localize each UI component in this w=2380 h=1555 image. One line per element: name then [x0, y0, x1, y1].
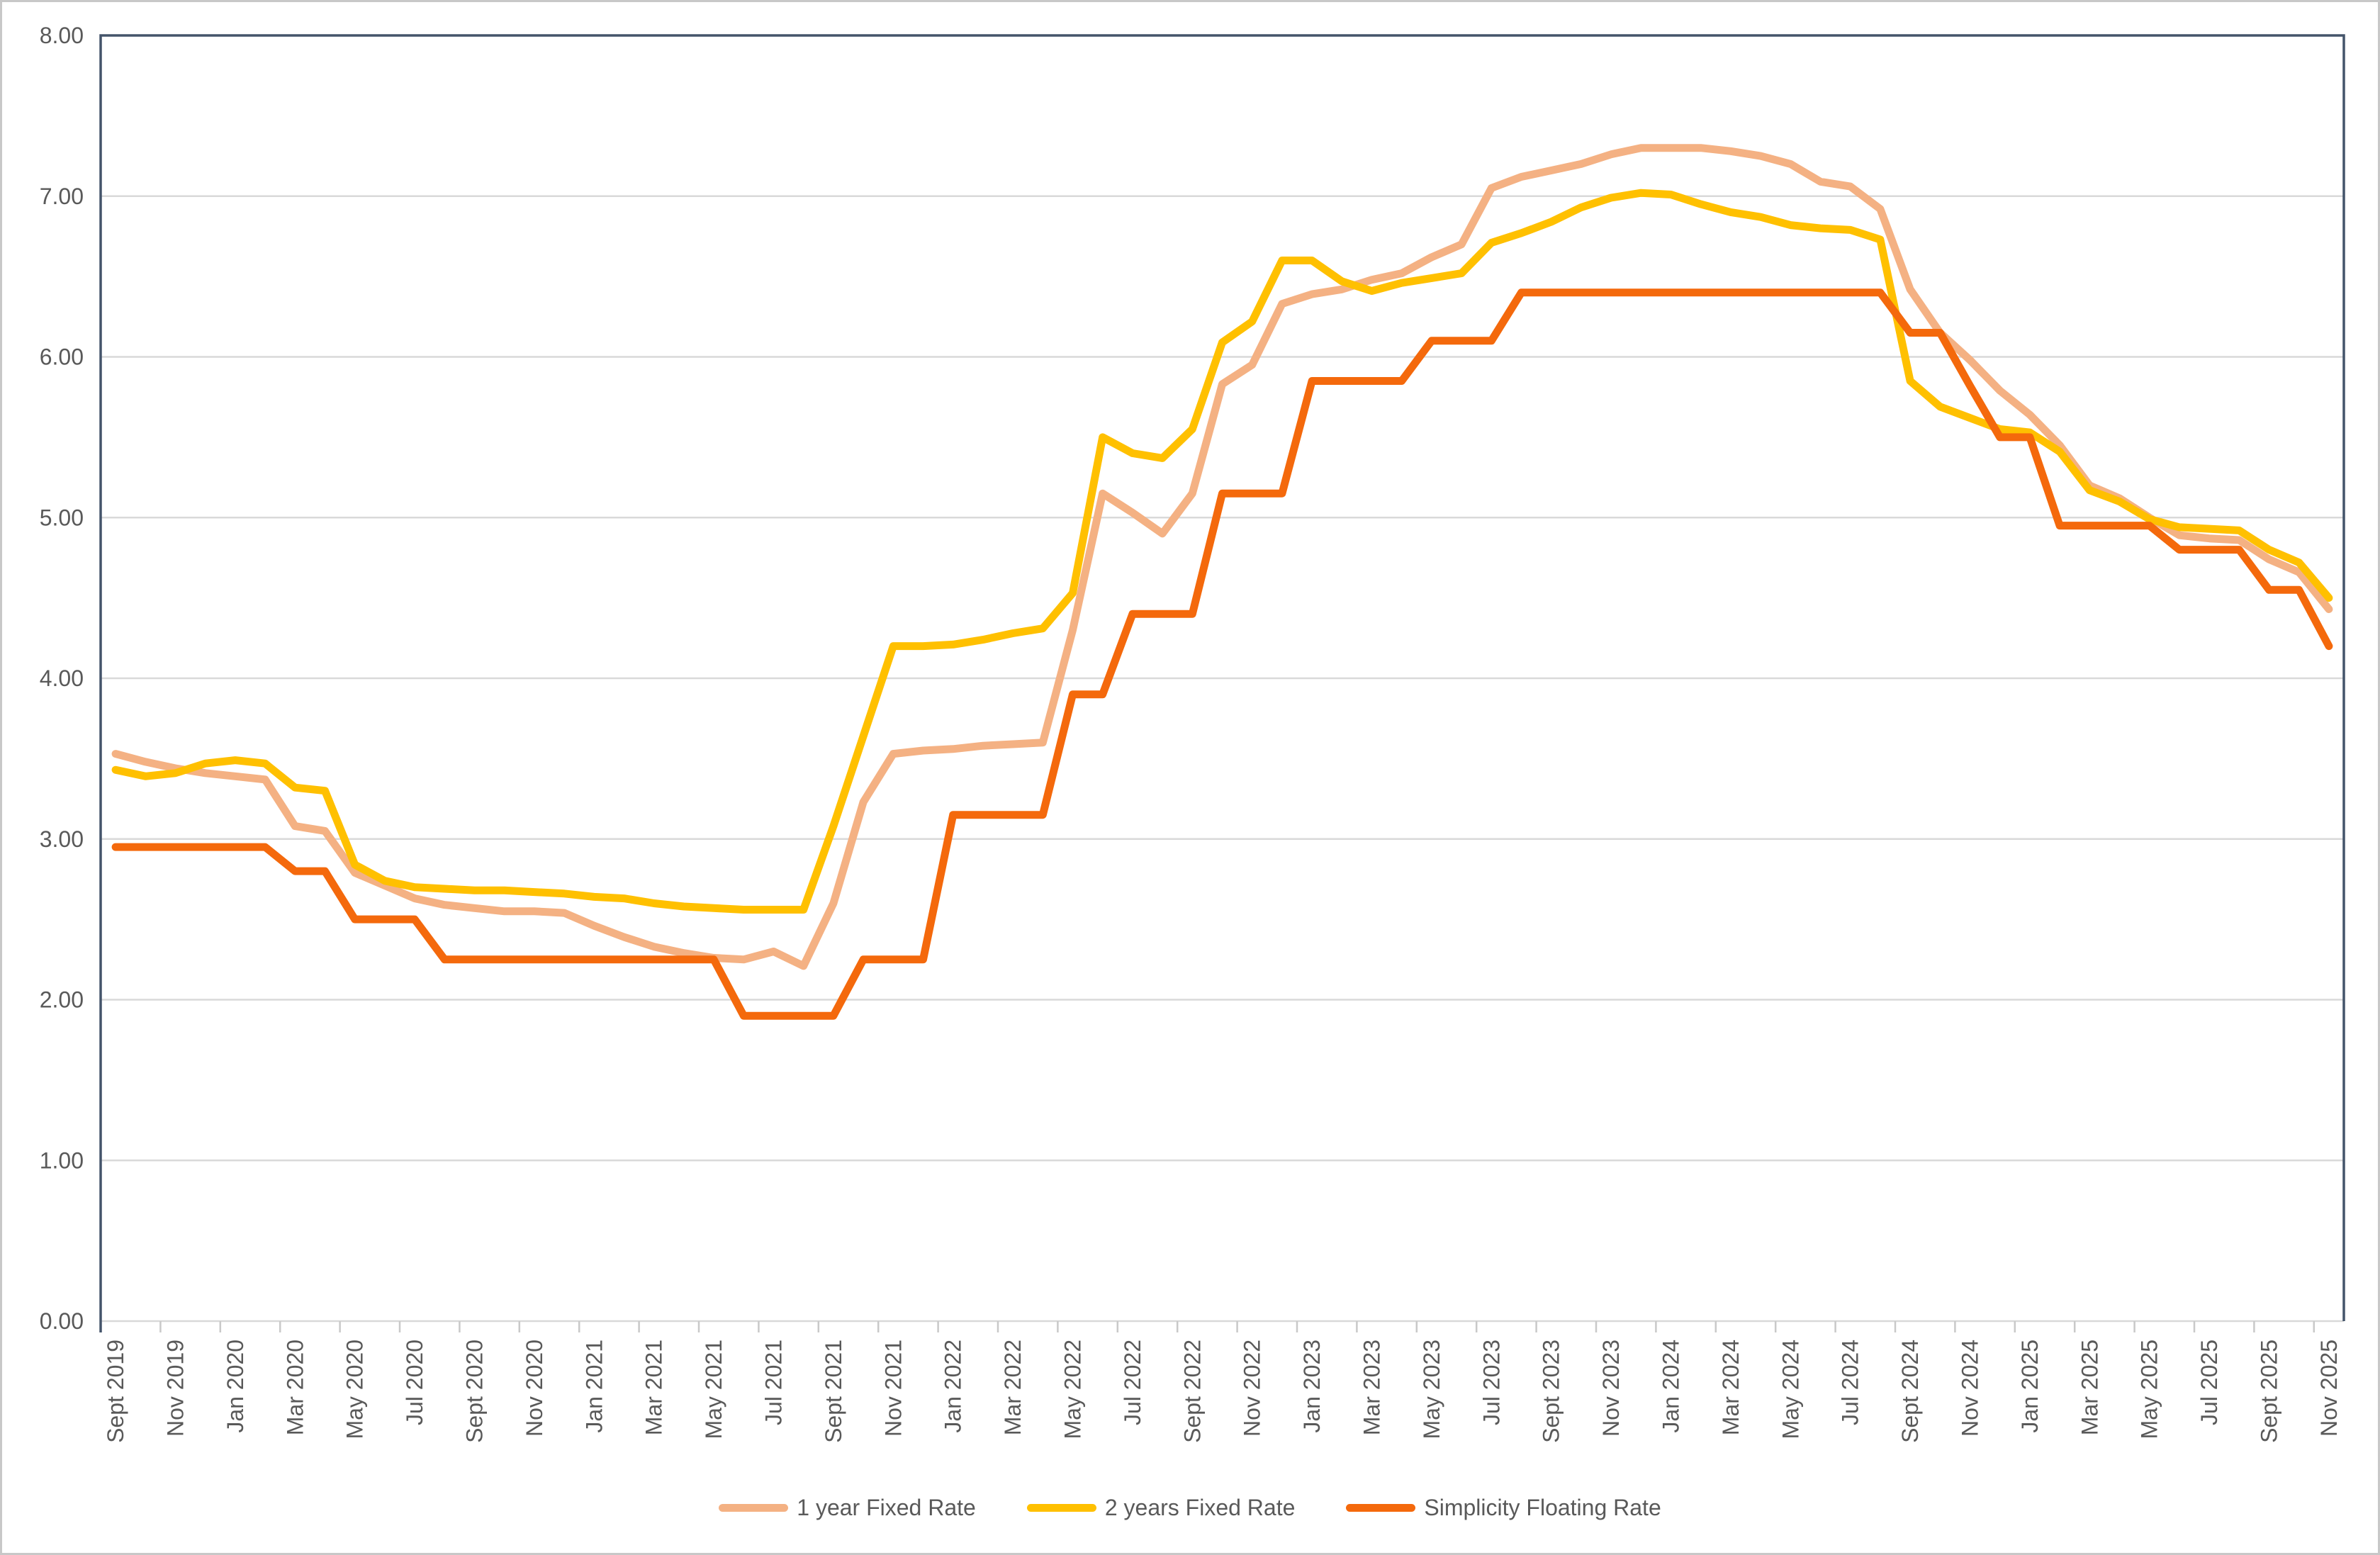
x-axis-label: Nov 2020: [522, 1340, 547, 1437]
x-axis-label: Nov 2023: [1598, 1340, 1624, 1437]
x-axis-label: Jul 2020: [402, 1340, 427, 1425]
plot-border: [99, 34, 2345, 1321]
x-axis-label: Mar 2021: [641, 1340, 667, 1435]
x-axis-label: May 2024: [1778, 1340, 1803, 1439]
x-axis-label: Jul 2025: [2196, 1340, 2222, 1425]
series-line-simplicity-floating-rate: [111, 288, 2333, 1020]
series-line-1-year-fixed-rate: [111, 144, 2333, 970]
legend-label-simplicity-floating-rate: Simplicity Floating Rate: [1424, 1494, 1661, 1520]
x-axis-label: Sept 2023: [1539, 1340, 1564, 1443]
x-axis-label: Jul 2022: [1120, 1340, 1145, 1425]
legend-swatch-1-year-fixed-rate-icon: [719, 1503, 789, 1512]
x-axis-label: May 2020: [342, 1340, 368, 1439]
y-axis-label: 6.00: [40, 344, 84, 370]
x-axis-label: Nov 2024: [1958, 1340, 1983, 1437]
x-axis-label: Sept 2022: [1179, 1340, 1205, 1443]
x-axis-label: Sept 2025: [2257, 1340, 2282, 1443]
x-axis-label: May 2025: [2137, 1340, 2162, 1439]
x-axis-label: Mar 2025: [2077, 1340, 2102, 1435]
x-axis-label: Jan 2024: [1658, 1340, 1684, 1433]
x-axis-label: Sept 2024: [1897, 1340, 1923, 1443]
x-axis-label: Jan 2025: [2017, 1340, 2043, 1433]
x-axis-label: Mar 2023: [1359, 1340, 1385, 1435]
x-axis-label: Jan 2020: [223, 1340, 248, 1433]
legend-item-simplicity-floating-rate: Simplicity Floating Rate: [1346, 1495, 1661, 1521]
x-axis-label: Jan 2023: [1299, 1340, 1325, 1433]
x-axis-label: Nov 2025: [2316, 1340, 2342, 1437]
x-axis-label: Nov 2019: [163, 1340, 189, 1437]
y-axis-label: 3.00: [40, 826, 84, 852]
legend-label-2-years-fixed-rate: 2 years Fixed Rate: [1104, 1494, 1296, 1520]
x-axis-label: Sept 2019: [103, 1340, 128, 1443]
x-axis-label: May 2023: [1419, 1340, 1444, 1439]
y-axis-label: 7.00: [40, 184, 84, 209]
x-axis-label: Jan 2021: [581, 1340, 607, 1433]
x-axis-label: Sept 2021: [821, 1340, 846, 1443]
y-axis-label: 8.00: [40, 23, 84, 48]
y-axis-label: 2.00: [40, 987, 84, 1013]
x-axis-label: Jul 2023: [1478, 1340, 1504, 1425]
x-axis-label: Mar 2020: [282, 1340, 308, 1435]
y-axis-label: 5.00: [40, 505, 84, 530]
legend-swatch-2-years-fixed-rate-icon: [1026, 1503, 1096, 1512]
legend-label-1-year-fixed-rate: 1 year Fixed Rate: [797, 1494, 976, 1520]
y-axis-label: 4.00: [40, 666, 84, 691]
series-line-2-years-fixed-rate: [111, 189, 2333, 914]
legend: 1 year Fixed Rate 2 years Fixed Rate Sim…: [0, 1487, 2380, 1528]
legend-item-1-year-fixed-rate: 1 year Fixed Rate: [719, 1495, 976, 1521]
y-axis-label: 0.00: [40, 1308, 84, 1334]
x-axis-label: Nov 2021: [880, 1340, 906, 1437]
x-axis-label: Nov 2022: [1240, 1340, 1265, 1437]
y-axis-label: 1.00: [40, 1147, 84, 1173]
x-axis-label: Jan 2022: [941, 1340, 966, 1433]
legend-swatch-simplicity-floating-rate-icon: [1346, 1503, 1416, 1512]
x-axis-label: Mar 2024: [1718, 1340, 1744, 1435]
legend-item-2-years-fixed-rate: 2 years Fixed Rate: [1026, 1494, 1296, 1521]
x-axis-label: May 2021: [701, 1340, 726, 1439]
x-axis-label: Jul 2024: [1838, 1340, 1863, 1425]
x-axis-label: May 2022: [1060, 1340, 1086, 1439]
x-axis-label: Sept 2020: [462, 1340, 488, 1443]
x-axis-label: Mar 2022: [1000, 1340, 1026, 1435]
x-axis-label: Jul 2021: [761, 1340, 787, 1425]
